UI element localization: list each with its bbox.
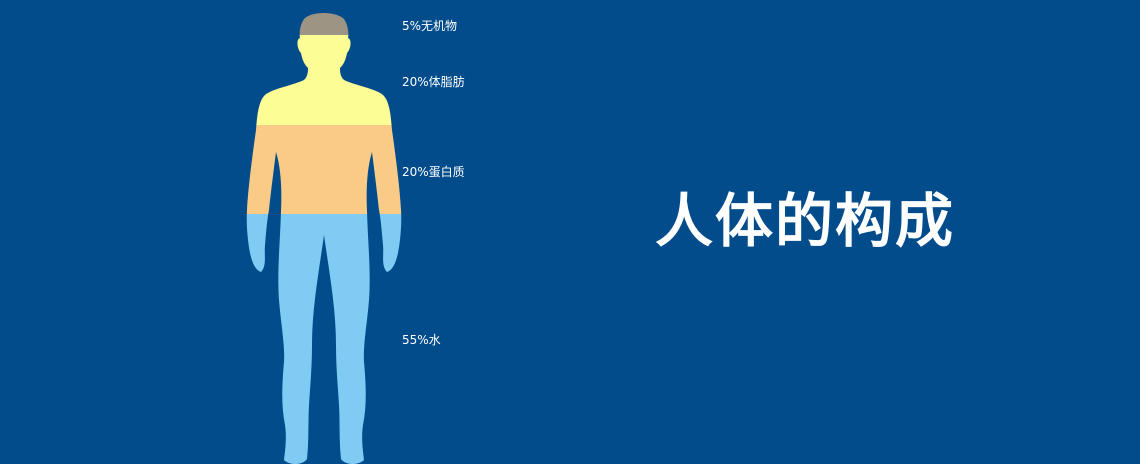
segment-water [246, 214, 402, 464]
label-water: 55%水 [402, 333, 441, 347]
segment-body-fat [246, 35, 402, 125]
label-body-fat: 20%体脂肪 [402, 75, 465, 89]
label-inorganic: 5%无机物 [402, 19, 458, 33]
segment-protein [246, 125, 402, 214]
label-protein: 20%蛋白质 [402, 165, 465, 179]
chart-title: 人体的构成 [654, 187, 955, 255]
human-figure [246, 13, 402, 464]
segment-inorganic [246, 13, 402, 35]
